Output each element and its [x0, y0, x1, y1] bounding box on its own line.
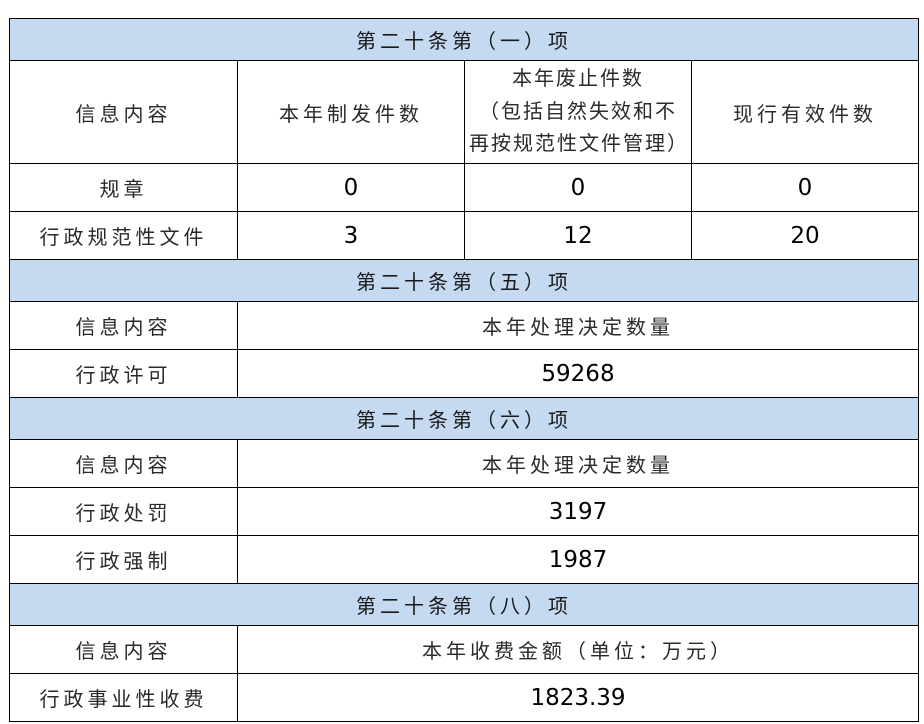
table-row: 行政规范性文件 3 12 20 [9, 211, 919, 260]
row-label-rules: 规章 [9, 163, 238, 212]
section-4-col-header-fee-amount: 本年收费金额（单位：万元） [237, 625, 919, 674]
section-1-header-row: 第二十条第（一）项 [9, 18, 919, 61]
value-cell: 3197 [237, 487, 919, 536]
section-1-column-header-row: 信息内容 本年制发件数 本年废止件数 （包括自然失效和不 再按规范性文件管理） … [9, 60, 919, 164]
row-label-administrative-coercion: 行政强制 [9, 535, 238, 584]
row-label-administrative-fees: 行政事业性收费 [9, 673, 238, 722]
section-1-col-header-repealed-count: 本年废止件数 （包括自然失效和不 再按规范性文件管理） [464, 60, 692, 164]
section-2-column-header-row: 信息内容 本年处理决定数量 [9, 301, 919, 350]
section-3-title: 第二十条第（六）项 [9, 397, 919, 440]
section-2-col-header-decisions-count: 本年处理决定数量 [237, 301, 919, 350]
row-label-normative-documents: 行政规范性文件 [9, 211, 238, 260]
section-4-column-header-row: 信息内容 本年收费金额（单位：万元） [9, 625, 919, 674]
table-row: 行政强制 1987 [9, 535, 919, 584]
row-label-administrative-license: 行政许可 [9, 349, 238, 398]
value-cell: 0 [464, 163, 692, 212]
disclosure-report-table: 第二十条第（一）项 信息内容 本年制发件数 本年废止件数 （包括自然失效和不 再… [9, 18, 919, 722]
section-3-column-header-row: 信息内容 本年处理决定数量 [9, 439, 919, 488]
value-cell: 12 [464, 211, 692, 260]
value-cell: 1987 [237, 535, 919, 584]
section-2-title: 第二十条第（五）项 [9, 259, 919, 302]
section-3-header-row: 第二十条第（六）项 [9, 397, 919, 440]
value-cell: 0 [237, 163, 465, 212]
section-1-col-header-effective-count: 现行有效件数 [691, 60, 919, 164]
table-row: 行政处罚 3197 [9, 487, 919, 536]
section-3-col-header-decisions-count: 本年处理决定数量 [237, 439, 919, 488]
section-1-title: 第二十条第（一）项 [9, 18, 919, 61]
value-cell: 0 [691, 163, 919, 212]
section-3-col-header-info-content: 信息内容 [9, 439, 238, 488]
section-4-header-row: 第二十条第（八）项 [9, 583, 919, 626]
section-1-col-header-issued-count: 本年制发件数 [237, 60, 465, 164]
table-row: 规章 0 0 0 [9, 163, 919, 212]
table-row: 行政事业性收费 1823.39 [9, 673, 919, 722]
section-2-header-row: 第二十条第（五）项 [9, 259, 919, 302]
value-cell: 1823.39 [237, 673, 919, 722]
row-label-administrative-penalty: 行政处罚 [9, 487, 238, 536]
section-4-title: 第二十条第（八）项 [9, 583, 919, 626]
section-4-col-header-info-content: 信息内容 [9, 625, 238, 674]
value-cell: 20 [691, 211, 919, 260]
section-1-col-header-info-content: 信息内容 [9, 60, 238, 164]
table-row: 行政许可 59268 [9, 349, 919, 398]
section-2-col-header-info-content: 信息内容 [9, 301, 238, 350]
value-cell: 3 [237, 211, 465, 260]
value-cell: 59268 [237, 349, 919, 398]
